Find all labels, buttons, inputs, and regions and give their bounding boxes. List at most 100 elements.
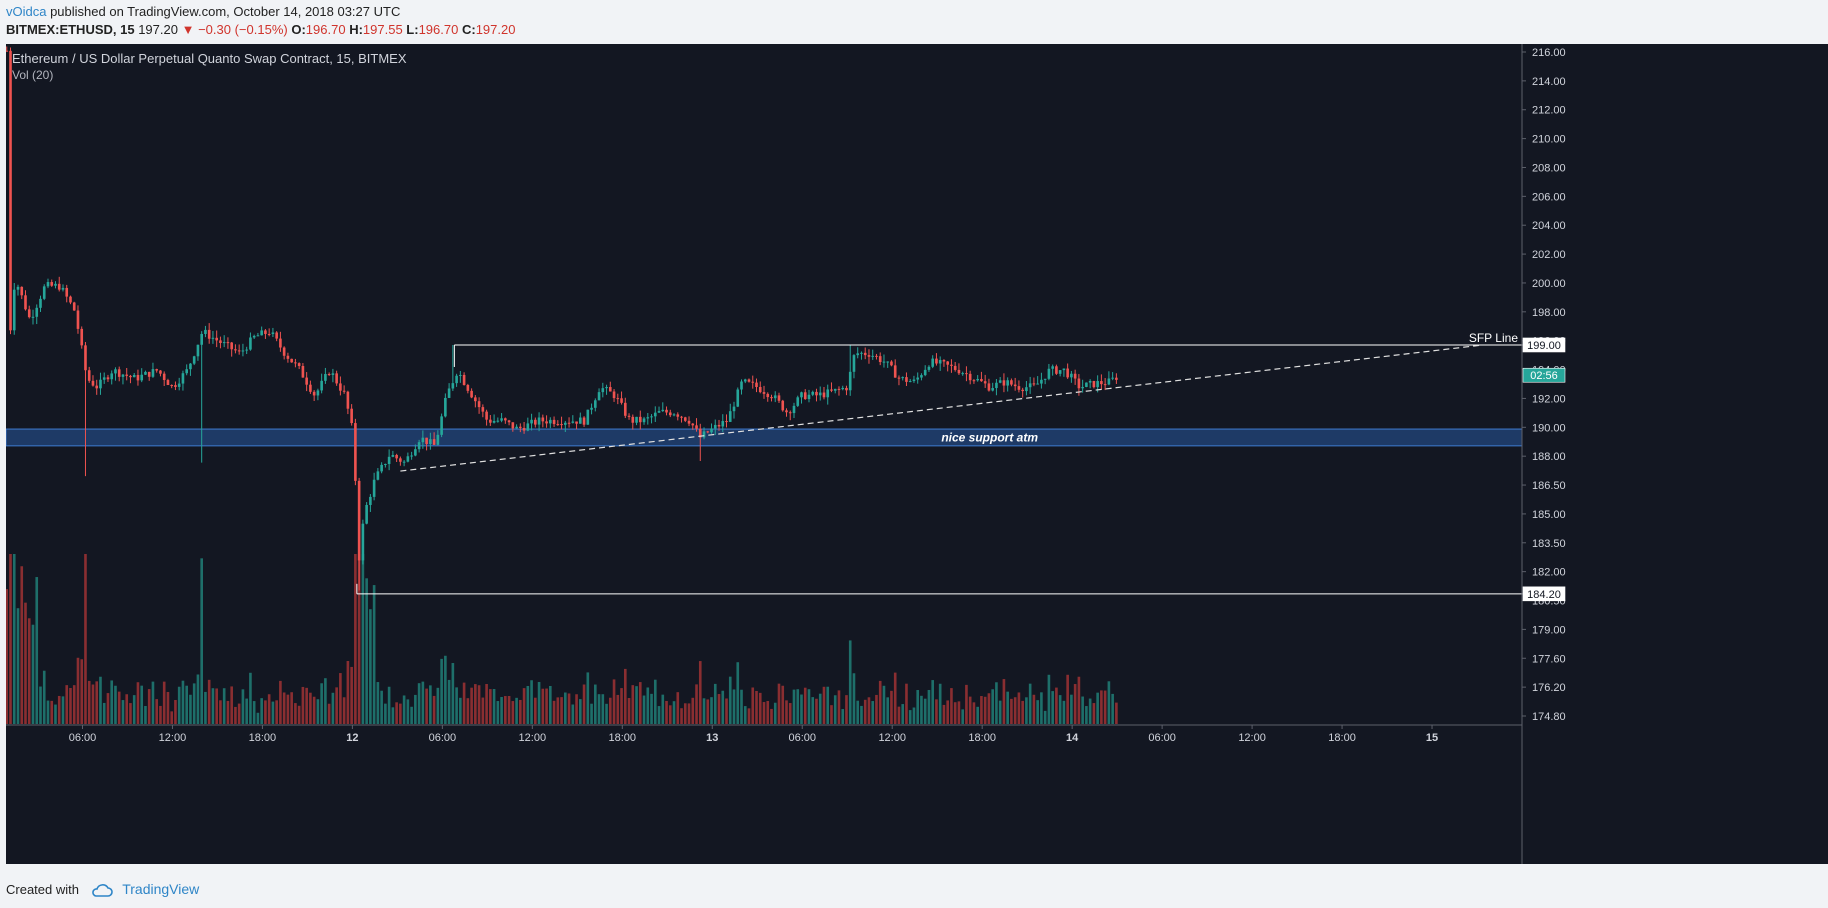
candle-body xyxy=(294,362,297,364)
candle-body xyxy=(207,329,211,339)
volume-bar xyxy=(177,686,181,724)
candle-body xyxy=(1085,382,1088,387)
candle-body xyxy=(747,379,751,382)
volume-bar xyxy=(504,696,507,724)
volume-bar xyxy=(549,685,552,724)
candle-body xyxy=(170,385,174,387)
y-tick-label: 174.80 xyxy=(1532,711,1566,723)
volume-bar xyxy=(1036,700,1039,724)
volume-bar xyxy=(140,685,144,724)
candle-body xyxy=(414,449,417,456)
volume-bar xyxy=(530,680,533,724)
volume-bar xyxy=(350,666,353,724)
author-link[interactable]: vOidca xyxy=(6,4,47,19)
chart-background xyxy=(6,44,1828,864)
volume-bar xyxy=(339,673,342,724)
candle-body xyxy=(852,355,856,372)
volume-bar xyxy=(234,706,237,724)
volume-bar xyxy=(1088,698,1092,724)
candle-body xyxy=(361,523,365,561)
y-tick-label: 216.00 xyxy=(1532,47,1566,59)
open-value: 196.70 xyxy=(305,22,346,37)
volume-bar xyxy=(552,700,556,724)
candle-body xyxy=(1081,386,1084,389)
candle-body xyxy=(826,389,830,398)
candle-body xyxy=(151,369,155,377)
x-tick-label: 18:00 xyxy=(249,732,277,744)
volume-bar xyxy=(668,705,672,724)
candle-body xyxy=(968,373,972,381)
volume-bar xyxy=(560,697,563,724)
candle-body xyxy=(860,352,863,354)
candle-body xyxy=(777,395,781,401)
volume-bar xyxy=(357,554,361,724)
candle-body xyxy=(477,401,481,408)
volume-bar xyxy=(387,686,391,724)
candle-body xyxy=(384,463,387,465)
candle-body xyxy=(189,363,192,370)
last-price-badge-badge xyxy=(1522,367,1566,383)
volume-bar xyxy=(260,698,263,724)
volume-bar xyxy=(144,706,147,724)
tradingview-logo-text[interactable]: TradingView xyxy=(122,881,200,897)
volume-bar xyxy=(1002,679,1006,724)
volume-bar xyxy=(204,691,207,724)
volume-bar xyxy=(627,698,631,724)
volume-bar xyxy=(545,688,548,724)
candle-body xyxy=(27,309,31,318)
volume-bar xyxy=(882,685,886,724)
volume-bar xyxy=(185,685,189,724)
chart-panel[interactable]: nice support atm SFP Line 216.00 214.00 21… xyxy=(5,44,1828,864)
candle-body xyxy=(99,379,102,389)
price-label-top-badge xyxy=(1522,337,1566,353)
volume-bar xyxy=(110,680,114,724)
candle-body xyxy=(87,370,91,381)
volume-bar xyxy=(1040,692,1043,724)
volume-bar xyxy=(331,692,335,724)
volume-bar xyxy=(237,703,241,724)
candle-body xyxy=(635,416,638,423)
candlestick-chart[interactable]: nice support atm SFP Line 216.00 214.00 21… xyxy=(5,44,1828,864)
volume-bar xyxy=(991,689,994,724)
candle-body xyxy=(256,335,260,337)
volume-bar xyxy=(747,708,751,724)
price-label-bottom-badge xyxy=(1522,586,1566,602)
volume-bar xyxy=(414,694,417,724)
volume-bar xyxy=(297,705,301,724)
candle-body xyxy=(159,370,162,374)
volume-bar xyxy=(1103,690,1107,724)
candle-body xyxy=(331,373,335,375)
y-tick-label: 177.60 xyxy=(1532,653,1566,665)
candle-body xyxy=(507,420,511,423)
volume-bar xyxy=(181,680,185,724)
volume-bar xyxy=(309,692,312,724)
volume-bar xyxy=(916,690,920,724)
candle-body xyxy=(391,454,395,457)
volume-bar xyxy=(556,697,560,724)
candle-body xyxy=(444,397,447,417)
candle-body xyxy=(623,402,627,416)
candle-body xyxy=(571,421,575,423)
candle-body xyxy=(935,358,938,364)
candle-body xyxy=(481,407,485,412)
volume-bar xyxy=(365,578,368,724)
candle-body xyxy=(282,347,286,356)
volume-bar xyxy=(361,554,365,724)
candle-body xyxy=(672,414,676,416)
volume-bar xyxy=(294,703,297,724)
volume-bar xyxy=(50,700,54,724)
volume-bar xyxy=(931,680,935,724)
low-label: L: xyxy=(406,22,419,37)
candle-body xyxy=(125,374,129,376)
candle-body xyxy=(800,392,803,398)
candle-body xyxy=(166,380,170,386)
volume-bar xyxy=(264,700,267,724)
volume-bar xyxy=(755,690,758,724)
volume-bar xyxy=(968,696,972,724)
candle-body xyxy=(646,417,650,419)
candle-body xyxy=(923,369,927,376)
candle-body xyxy=(987,383,991,391)
candle-body xyxy=(773,395,777,399)
volume-bar xyxy=(901,704,905,724)
volume-bar xyxy=(496,701,500,724)
